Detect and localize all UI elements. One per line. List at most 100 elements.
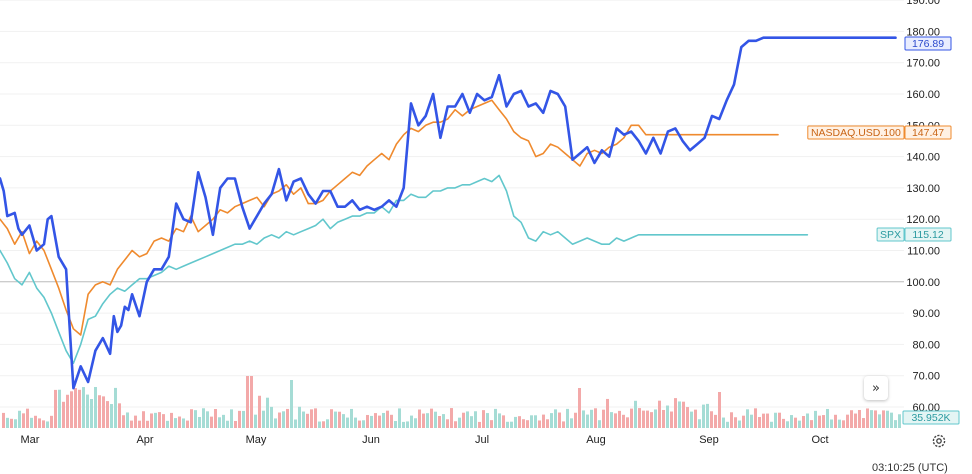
volume-bar	[146, 420, 149, 428]
volume-bar	[446, 419, 449, 428]
volume-bar	[574, 412, 577, 428]
volume-bar	[638, 408, 641, 428]
volume-bar	[802, 416, 805, 428]
volume-bar	[282, 411, 285, 428]
volume-bar	[194, 410, 197, 428]
volume-bar	[298, 406, 301, 428]
scroll-to-latest-button[interactable]: »	[864, 376, 888, 400]
series-value-tag	[904, 227, 952, 242]
x-tick-label: Apr	[136, 434, 153, 446]
volume-bar	[402, 421, 405, 428]
volume-bar	[470, 416, 473, 428]
volume-bar	[750, 414, 753, 428]
volume-bar	[426, 413, 429, 428]
volume-bar	[566, 408, 569, 428]
volume-bar	[458, 417, 461, 428]
volume-bar	[358, 420, 361, 428]
volume-bar	[534, 415, 537, 428]
y-axis: 60.0070.0080.0090.00100.00110.00120.0013…	[906, 0, 940, 414]
volume-bar	[846, 414, 849, 428]
volume-bar	[842, 420, 845, 428]
volume-bar	[550, 413, 553, 428]
volume-bar	[650, 412, 653, 428]
x-tick-label: Oct	[811, 434, 828, 446]
volume-bar	[366, 414, 369, 428]
series-line-1	[0, 99, 779, 336]
y-tick-label: 100.00	[906, 277, 940, 289]
volume-bar	[830, 419, 833, 428]
volume-bar	[698, 419, 701, 428]
volume-bar	[694, 409, 697, 428]
volume-bar	[378, 415, 381, 428]
volume-bar	[538, 420, 541, 428]
volume-bar	[66, 394, 69, 428]
volume-bar	[586, 414, 589, 428]
volume-bar	[722, 417, 725, 428]
volume-bar	[706, 403, 709, 428]
volume-bar	[118, 403, 121, 428]
series-line-0	[0, 36, 897, 390]
volume-bar	[490, 420, 493, 428]
volume-bar	[826, 408, 829, 428]
volume-bar	[330, 409, 333, 428]
volume-bar	[794, 417, 797, 428]
y-tick-label: 70.00	[912, 371, 940, 383]
volume-bar	[170, 412, 173, 428]
volume-bar	[890, 412, 893, 428]
volume-bar	[782, 418, 785, 428]
volume-bar	[558, 412, 561, 428]
volume-bar	[518, 416, 521, 428]
volume-bar	[510, 421, 513, 428]
volume-bar	[602, 409, 605, 428]
volume-bar	[598, 420, 601, 428]
volume-bar	[854, 413, 857, 428]
volume-bar	[554, 409, 557, 428]
settings-gear-icon[interactable]	[930, 432, 948, 450]
volume-bar	[666, 405, 669, 428]
volume-bar	[546, 419, 549, 428]
volume-bar	[786, 421, 789, 428]
volume-bar	[362, 420, 365, 428]
volume-value-label: 35.952K	[911, 412, 950, 424]
volume-bar	[494, 408, 497, 428]
y-tick-label: 140.00	[906, 152, 940, 164]
volume-bar	[442, 414, 445, 428]
x-tick-label: Aug	[586, 434, 606, 446]
volume-bar	[86, 394, 89, 428]
volume-bar	[318, 421, 321, 428]
volume-bar	[642, 410, 645, 428]
volume-bar	[22, 413, 25, 428]
timestamp-label: 03:10:25 (UTC)	[872, 462, 948, 474]
volume-bar	[834, 414, 837, 428]
volume-bar	[858, 409, 861, 428]
volume-bar	[678, 401, 681, 428]
volume-bar	[874, 410, 877, 428]
volume-bar	[338, 411, 341, 428]
volume-bar	[594, 408, 597, 428]
volume-bar	[274, 418, 277, 428]
volume-bar	[166, 420, 169, 428]
volume-bar	[530, 415, 533, 428]
volume-bar	[14, 419, 17, 428]
volume-bar	[222, 414, 225, 428]
volume-bar	[98, 395, 101, 428]
volume-bar	[514, 416, 517, 428]
volume-bar	[102, 396, 105, 428]
volume-bar	[342, 414, 345, 428]
volume-bar	[70, 391, 73, 428]
volume-bar	[230, 409, 233, 428]
volume-bar	[234, 420, 237, 428]
volume-tag: 35.952K	[902, 410, 960, 425]
volume-bar	[382, 412, 385, 428]
grid	[0, 0, 904, 408]
volume-bar	[158, 412, 161, 428]
volume-bar	[394, 421, 397, 428]
volume-bar	[430, 408, 433, 428]
volume-bar	[50, 415, 53, 428]
series-value-tag	[904, 36, 952, 51]
volume-bar	[246, 376, 249, 428]
x-tick-label: May	[246, 434, 267, 446]
volume-bar	[242, 410, 245, 428]
volume-bar	[290, 380, 293, 428]
